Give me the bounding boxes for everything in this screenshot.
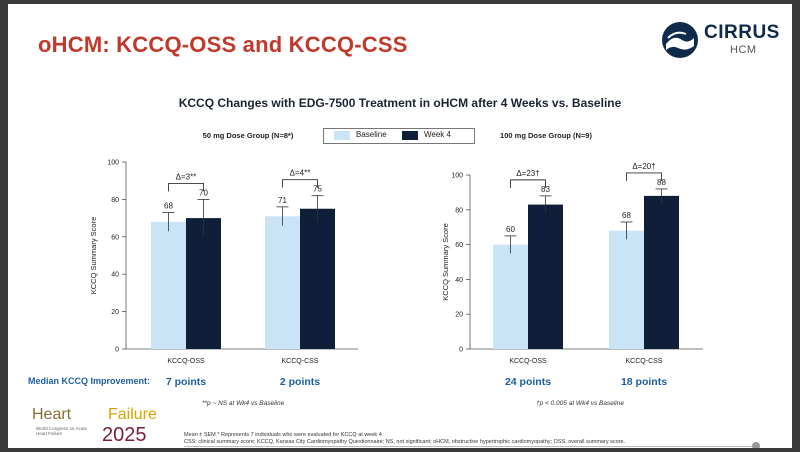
y-tick-label: 100 — [451, 173, 463, 180]
y-tick-label: 60 — [455, 242, 463, 249]
x-tick-label: KCCQ-OSS — [167, 358, 205, 365]
heart-failure-2025-logo: Heart Failure World Congress on Acute He… — [32, 404, 182, 448]
legend-label-week4: Week 4 — [424, 130, 451, 139]
bar-week4 — [644, 195, 679, 349]
x-tick-label: KCCQ-CSS — [282, 358, 319, 365]
data-label: 83 — [541, 185, 550, 194]
delta-bracket — [282, 179, 318, 188]
slide-progress-bar — [184, 446, 756, 447]
bar-week4 — [300, 208, 335, 349]
delta-bracket — [626, 172, 662, 181]
delta-label: Δ=4** — [290, 169, 311, 178]
cirrus-mark-icon — [662, 22, 698, 58]
slide-progress-dot — [752, 442, 760, 448]
footer-notes: Mean ± SEM * Represents 7 individuals wh… — [184, 432, 744, 446]
y-tick-label: 20 — [455, 312, 463, 319]
median-improvement-value: 2 points — [280, 376, 320, 388]
data-label: 60 — [506, 225, 515, 234]
logo-name: CIRRUS — [704, 22, 780, 43]
y-tick-label: 40 — [111, 272, 119, 279]
data-label: 70 — [199, 188, 208, 197]
chart-title: KCCQ Changes with EDG-7500 Treatment in … — [178, 96, 622, 110]
y-tick-label: 80 — [455, 207, 463, 214]
bar-baseline — [609, 230, 644, 349]
y-tick-label: 0 — [459, 347, 463, 354]
legend-label-baseline: Baseline — [356, 130, 387, 139]
charts-area: 50 mg Dose Group (N=8*) 0 20 40 60 80 100 KCCQ … — [89, 131, 703, 388]
data-label: 68 — [164, 201, 173, 210]
legend-swatch-baseline — [334, 131, 350, 140]
y-tick-label: 40 — [455, 277, 463, 284]
y-tick-label: 60 — [111, 234, 119, 241]
y-tick-label: 100 — [107, 160, 119, 167]
delta-bracket — [510, 179, 546, 188]
panel-title: 50 mg Dose Group (N=8*) — [203, 131, 294, 140]
panel-title: 100 mg Dose Group (N=9) — [500, 131, 592, 140]
footnote-100mg: †p < 0.005 at Wk4 vs Baseline — [536, 400, 624, 407]
median-improvement-value: 18 points — [621, 376, 667, 388]
footnote-50mg: **p ~ NS at Wk4 vs Baseline — [202, 400, 285, 407]
bar-week4 — [186, 218, 221, 349]
data-label: 68 — [622, 211, 631, 220]
data-label: 71 — [278, 196, 287, 205]
delta-label: Δ=20† — [632, 162, 655, 171]
x-tick-label: KCCQ-OSS — [509, 358, 547, 365]
bar-baseline — [265, 216, 300, 349]
bar-baseline — [151, 221, 186, 349]
y-tick-label: 80 — [111, 197, 119, 204]
hf-logo-sub: World Congress on Acute Heart Failure — [36, 426, 87, 436]
data-label: 75 — [313, 185, 322, 194]
median-improvement-value: 7 points — [166, 376, 206, 388]
data-label: 88 — [657, 178, 666, 187]
y-axis-label: KCCQ Summary Score — [441, 223, 450, 301]
hf-logo-failure: Failure — [108, 406, 157, 423]
delta-label: Δ=23† — [516, 169, 539, 178]
hf-logo-heart: Heart — [32, 406, 72, 423]
slide-title: oHCM: KCCQ-OSS and KCCQ-CSS — [38, 32, 408, 57]
y-tick-label: 20 — [111, 309, 119, 316]
delta-label: Δ=3** — [176, 172, 197, 181]
slide: oHCM: KCCQ-OSS and KCCQ-CSS CIRRUS HCM K… — [8, 4, 792, 448]
legend: Baseline Week 4 — [323, 128, 475, 144]
bar-week4 — [528, 204, 563, 349]
y-tick-label: 0 — [115, 347, 119, 354]
x-tick-label: KCCQ-CSS — [626, 358, 663, 365]
median-improvement-label: Median KCCQ Improvement: — [28, 376, 151, 386]
bar-baseline — [493, 244, 528, 349]
y-axis-label: KCCQ Summary Score — [89, 217, 98, 295]
footer-note-line: CSS: clinical summary score; KCCQ, Kansa… — [184, 439, 626, 445]
cirrus-logo: CIRRUS HCM — [660, 18, 790, 62]
logo-sub: HCM — [730, 44, 757, 56]
delta-bracket — [168, 182, 204, 192]
median-improvement-value: 24 points — [505, 376, 551, 388]
footer-note-line: Mean ± SEM * Represents 7 individuals wh… — [184, 432, 382, 438]
legend-swatch-week4 — [402, 131, 418, 140]
hf-logo-year: 2025 — [102, 424, 147, 446]
